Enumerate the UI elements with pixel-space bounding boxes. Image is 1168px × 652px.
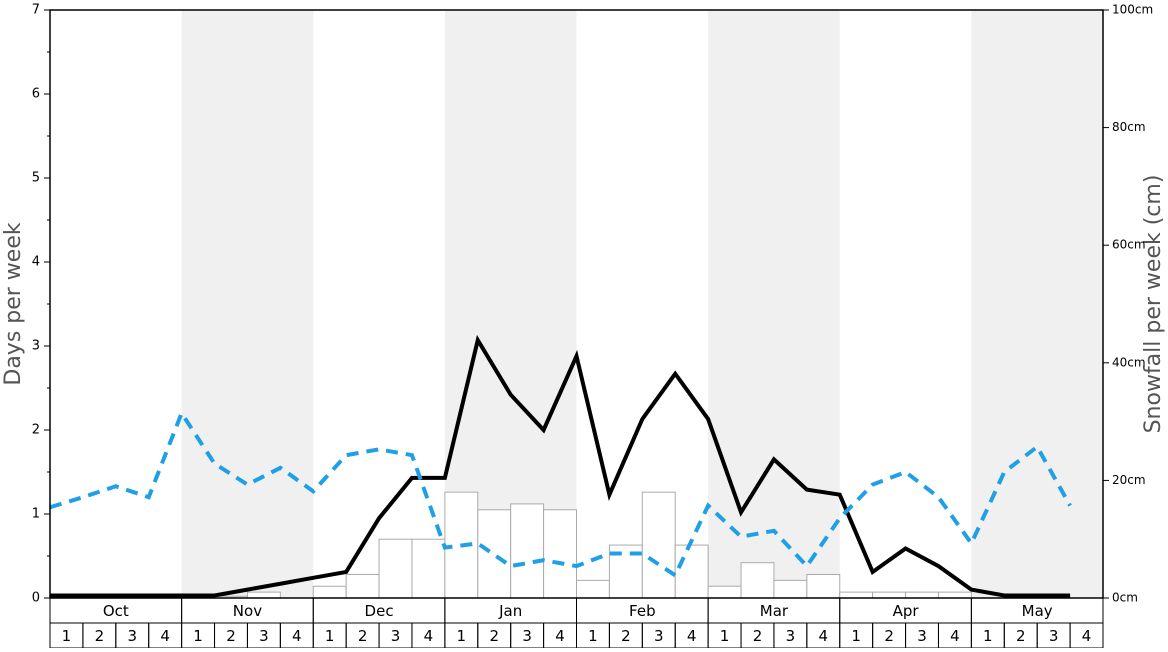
x-tick-label: 3 xyxy=(654,627,664,645)
bar xyxy=(674,544,709,599)
bar xyxy=(905,591,939,599)
y-tick-label: 3 xyxy=(32,339,40,354)
x-tick-label: 1 xyxy=(193,627,203,645)
y-tick-label: 6 xyxy=(32,87,40,102)
y2-axis-label: Snowfall per week (cm) xyxy=(1141,175,1166,434)
bar xyxy=(411,538,446,599)
month-shade xyxy=(971,10,1103,598)
x-tick-label: 1 xyxy=(851,627,861,645)
x-tick-label: 3 xyxy=(786,627,796,645)
y-tick-label: 0 xyxy=(32,591,40,606)
line xyxy=(49,408,1072,579)
x-tick-label: 1 xyxy=(325,627,335,645)
x-tick-label: 2 xyxy=(1016,627,1026,645)
x-tick-label: 3 xyxy=(391,627,401,645)
month-label: Jan xyxy=(498,602,522,620)
bar xyxy=(378,538,413,599)
x-tick-label: 1 xyxy=(983,627,993,645)
bar xyxy=(543,509,577,599)
x-tick-label: 4 xyxy=(160,627,170,645)
x-tick-label: 2 xyxy=(95,627,105,645)
x-tick-label: 3 xyxy=(259,627,269,645)
bar xyxy=(510,503,545,599)
x-tick-label: 3 xyxy=(127,627,137,645)
month-label: Mar xyxy=(760,602,789,620)
y2-tick-label: 40cm xyxy=(1112,355,1146,369)
month-label: May xyxy=(1022,602,1053,620)
month-label: Oct xyxy=(103,602,129,620)
month-shade xyxy=(181,10,314,598)
y-tick-label: 1 xyxy=(32,507,40,522)
x-tick-label: 1 xyxy=(588,627,598,645)
y-tick-label: 4 xyxy=(32,255,40,270)
month-label: Feb xyxy=(629,602,656,620)
x-tick-label: 2 xyxy=(753,627,763,645)
line xyxy=(50,334,1071,598)
x-tick-label: 3 xyxy=(917,627,927,645)
x-tick-label: 4 xyxy=(950,627,960,645)
month-label: Nov xyxy=(233,602,262,620)
bar xyxy=(477,509,512,599)
x-tick-label: 4 xyxy=(1082,627,1092,645)
bar xyxy=(576,579,610,599)
y-tick-label: 7 xyxy=(32,3,40,18)
x-tick-label: 1 xyxy=(720,627,730,645)
bar xyxy=(707,585,742,599)
bar xyxy=(246,591,281,599)
y2-tick-label: 80cm xyxy=(1112,120,1146,134)
x-tick-label: 2 xyxy=(358,627,368,645)
x-tick-label: 1 xyxy=(62,627,72,645)
bar xyxy=(872,591,907,599)
x-tick-label: 4 xyxy=(687,627,697,645)
bar xyxy=(839,591,874,599)
y-tick-label: 5 xyxy=(32,171,40,186)
x-tick-label: 3 xyxy=(1049,627,1059,645)
month-label: Dec xyxy=(365,602,394,620)
y-tick-label: 2 xyxy=(32,423,40,438)
y2-tick-label: 0cm xyxy=(1112,591,1138,605)
bar xyxy=(740,562,775,599)
x-tick-label: 2 xyxy=(621,627,631,645)
x-tick-label: 2 xyxy=(489,627,499,645)
x-tick-label: 1 xyxy=(457,627,467,645)
y-axis-label: Days per week xyxy=(1,222,26,385)
bar xyxy=(806,573,841,599)
x-tick-label: 4 xyxy=(424,627,434,645)
bar xyxy=(312,585,347,599)
x-tick-label: 3 xyxy=(522,627,532,645)
x-tick-label: 2 xyxy=(884,627,894,645)
month-shade xyxy=(708,10,840,598)
bar xyxy=(937,591,972,599)
x-tick-label: 2 xyxy=(226,627,236,645)
x-tick-label: 4 xyxy=(819,627,829,645)
bar xyxy=(641,491,676,599)
y2-tick-label: 20cm xyxy=(1112,473,1146,487)
x-tick-label: 4 xyxy=(292,627,302,645)
y2-tick-label: 60cm xyxy=(1112,238,1146,252)
month-label: Apr xyxy=(893,602,920,620)
bar xyxy=(345,573,380,599)
x-tick-label: 4 xyxy=(555,627,565,645)
y2-tick-label: 100cm xyxy=(1112,3,1153,17)
bar xyxy=(773,579,808,599)
